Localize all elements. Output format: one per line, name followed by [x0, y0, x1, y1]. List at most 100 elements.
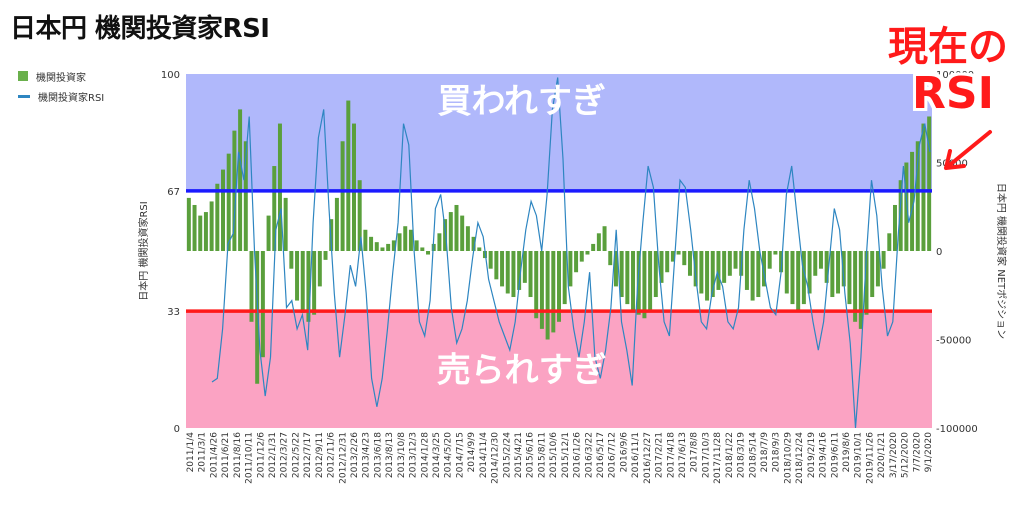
right-tick-label: -100000: [936, 424, 978, 435]
x-tick-label: 2015/12/1: [561, 432, 571, 478]
bar: [915, 141, 920, 251]
x-tick-label: 2011/4/26: [209, 432, 219, 478]
bar: [910, 151, 915, 251]
x-tick-label: 2011/8/16: [233, 432, 243, 478]
bar-series: [186, 100, 932, 384]
bar: [841, 251, 846, 287]
x-tick-label: 2016/3/22: [584, 432, 594, 478]
bar: [260, 251, 265, 358]
bar: [727, 251, 732, 276]
bar: [488, 251, 493, 269]
x-tick-label: 2013/4/23: [362, 432, 372, 478]
bar: [853, 251, 858, 322]
x-tick-label: 2012/3/27: [280, 432, 290, 478]
x-tick-label: 2016/9/6: [619, 432, 629, 473]
right-tick-label: 100000: [936, 70, 974, 81]
bar: [642, 251, 647, 319]
bar: [198, 215, 203, 251]
bar: [414, 240, 419, 251]
bar: [716, 251, 721, 290]
x-tick-label: 2019/11/26: [865, 432, 875, 484]
x-tick-label: 2018/9/3: [772, 432, 782, 472]
bar: [579, 251, 584, 262]
x-tick-label: 2018/1/22: [725, 432, 735, 478]
bar: [779, 251, 784, 273]
bar: [391, 240, 396, 251]
bar: [710, 251, 715, 298]
bar: [687, 251, 692, 276]
bar: [836, 251, 841, 294]
bar: [448, 212, 453, 251]
bar: [591, 243, 596, 251]
bar: [505, 251, 510, 294]
x-tick-label: 2014/12/30: [491, 432, 501, 484]
x-tick-label: 2012/7/17: [303, 432, 313, 478]
bar: [317, 251, 322, 287]
bar: [653, 251, 658, 298]
x-tick-label: 2018/7/9: [760, 432, 770, 473]
bar: [892, 204, 897, 251]
bar: [585, 251, 590, 255]
legend-item-line: 機関投資家RSI: [18, 86, 104, 106]
oversold-zone: [186, 311, 932, 428]
rsi-line: [211, 77, 931, 429]
bar: [631, 251, 636, 312]
x-tick-label: 2017/10/3: [701, 432, 711, 478]
x-tick-label: 2019/10/1: [854, 432, 864, 478]
bar: [904, 162, 909, 251]
bar: [693, 251, 698, 287]
bar: [574, 251, 579, 273]
bar: [613, 251, 618, 287]
bar: [266, 215, 271, 251]
x-tick-label: 2018/12/24: [795, 432, 805, 484]
oversold-zone-label: 売られすぎ: [437, 351, 607, 391]
bar: [460, 215, 465, 251]
bar: [203, 212, 208, 251]
bar: [636, 251, 641, 315]
bar: [619, 251, 624, 298]
legend-swatch-line: [18, 94, 30, 98]
x-tick-label: 2013/12/3: [409, 432, 419, 478]
legend-label-line: 機関投資家RSI: [38, 92, 105, 104]
bar: [522, 251, 527, 283]
x-tick-label: 2016/5/17: [596, 432, 606, 478]
x-tick-label: 2018/10/29: [783, 432, 793, 484]
x-tick-label: 2016/1/26: [573, 432, 583, 478]
bar: [870, 251, 875, 298]
annotation-arrow: [944, 130, 992, 170]
bar: [557, 251, 561, 322]
bar: [517, 251, 522, 290]
right-tick-label: -50000: [936, 336, 971, 347]
bar: [386, 243, 391, 251]
x-tick-label: 2015/6/16: [526, 432, 536, 478]
bar: [596, 233, 601, 251]
x-tick-label: 2014/11/4: [479, 432, 489, 478]
bar: [568, 251, 573, 287]
x-tick-label: 2015/8/11: [537, 432, 547, 478]
bar: [295, 251, 300, 301]
x-tick-label: 2014/5/20: [444, 432, 454, 478]
bar: [830, 251, 835, 298]
x-tick-label: 2017/4/18: [666, 432, 676, 478]
x-tick-label: 2019/2/19: [807, 432, 817, 478]
x-tick-label: 2016/12/27: [643, 432, 653, 484]
x-tick-label: 9/1/2020: [924, 432, 934, 473]
x-tick-label: 2015/10/6: [549, 432, 559, 478]
x-tick-label: 2016/7/12: [608, 432, 618, 478]
x-tick-label: 2011/1/4: [186, 432, 196, 473]
bar: [500, 251, 505, 287]
bar: [682, 251, 687, 266]
bar: [334, 197, 339, 251]
bar: [750, 251, 755, 301]
bar: [539, 251, 544, 329]
x-tick-label: 2011/6/21: [221, 432, 231, 478]
x-tick-label: 2013/6/18: [373, 432, 383, 478]
bar: [312, 251, 317, 315]
bar: [608, 251, 613, 266]
bar: [699, 251, 704, 294]
bar: [408, 229, 413, 251]
bar: [722, 251, 727, 283]
left-tick-label: 33: [167, 307, 180, 318]
bar: [670, 251, 675, 262]
